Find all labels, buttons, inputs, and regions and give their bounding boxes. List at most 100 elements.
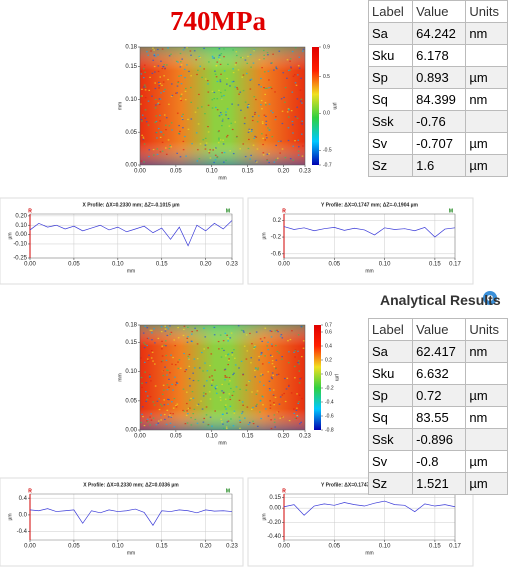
- surface-speckle: [239, 148, 242, 150]
- surface-speckle: [143, 84, 146, 86]
- surface-speckle: [290, 110, 293, 112]
- surface-speckle: [275, 66, 277, 68]
- surface-speckle: [255, 405, 258, 407]
- surface-speckle: [240, 109, 242, 111]
- profile-line: [283, 500, 456, 516]
- surface-speckle: [177, 361, 179, 363]
- surface-speckle: [205, 142, 208, 144]
- surface-speckle: [280, 98, 283, 100]
- surface-speckle: [211, 90, 214, 92]
- surface-speckle: [174, 384, 177, 386]
- surface-speckle: [227, 420, 230, 422]
- surface-speckle: [209, 149, 211, 151]
- surface-speckle: [182, 409, 184, 412]
- surface-speckle: [261, 122, 264, 125]
- surface-speckle: [240, 56, 242, 59]
- surface-speckle: [250, 362, 252, 364]
- surface-speckle: [214, 106, 217, 109]
- surface-speckle: [229, 398, 232, 401]
- surface-speckle: [287, 139, 290, 142]
- surface-speckle: [150, 419, 153, 421]
- surface-speckle: [249, 332, 251, 335]
- surface-speckle: [190, 340, 193, 342]
- surface-speckle: [152, 59, 155, 61]
- x-tick-label: 0.10: [112, 544, 124, 550]
- surface-speckle: [154, 363, 156, 365]
- surface-speckle: [289, 158, 292, 160]
- surface-speckle: [218, 137, 220, 139]
- surface-speckle: [154, 98, 157, 101]
- surface-speckle: [223, 151, 226, 154]
- surface-speckle: [271, 355, 274, 357]
- surface-speckle: [204, 362, 206, 364]
- label-cell: Sa: [367, 22, 414, 45]
- surface-speckle: [150, 413, 152, 415]
- surface-speckle: [175, 406, 178, 408]
- surface-speckle: [200, 400, 202, 402]
- surface-speckle: [214, 70, 216, 72]
- surface-speckle: [158, 81, 160, 84]
- surface-speckle: [234, 121, 236, 123]
- surface-speckle: [161, 360, 164, 362]
- y-tick-label: 0.15: [125, 340, 137, 346]
- surface-speckle: [177, 61, 179, 63]
- surface-speckle: [271, 62, 273, 64]
- table-row: Sp 0.893 µm: [367, 66, 508, 89]
- surface-speckle: [167, 78, 169, 81]
- surface-speckle: [281, 394, 284, 396]
- surface-speckle: [177, 81, 179, 84]
- surface-speckle: [208, 391, 211, 393]
- surface-speckle: [164, 68, 166, 70]
- surface-speckle: [240, 329, 243, 331]
- surface-speckle: [274, 396, 277, 398]
- surface-speckle: [143, 143, 146, 145]
- surface-speckle: [270, 62, 272, 64]
- surface-speckle: [263, 337, 266, 339]
- surface-speckle: [172, 356, 174, 359]
- surface-speckle: [195, 132, 198, 134]
- x-tick-label: 0.00: [278, 262, 290, 268]
- surface-speckle: [179, 66, 182, 68]
- surface-speckle: [288, 385, 290, 387]
- surface-speckle: [259, 400, 262, 402]
- surface-speckle: [273, 414, 276, 416]
- colorbar-tick-label: 0.0: [323, 111, 330, 117]
- x-tick-label: 0.00: [278, 544, 290, 550]
- panel-frame: [0, 197, 244, 285]
- surface-speckle: [173, 397, 176, 400]
- colorbar-tick-label: -0.4: [325, 399, 334, 405]
- surface-speckle: [218, 54, 221, 56]
- surface-speckle: [264, 104, 267, 106]
- surface-speckle: [179, 156, 182, 158]
- y-tick-label: 0.4: [19, 496, 28, 502]
- surface-speckle: [253, 113, 256, 115]
- surface-speckle: [161, 67, 164, 70]
- surface-speckle: [290, 392, 293, 394]
- surface-speckle: [204, 113, 206, 115]
- surface-speckle: [188, 353, 191, 356]
- surface-speckle: [160, 414, 162, 416]
- surface-speckle: [277, 373, 280, 375]
- surface-speckle: [204, 144, 207, 146]
- surface-speckle: [178, 124, 180, 127]
- surface-speckle: [204, 148, 207, 150]
- annotation: R: [28, 208, 32, 214]
- surface-speckle: [164, 147, 167, 149]
- surface-speckle: [219, 334, 222, 336]
- surface-speckle: [202, 421, 205, 423]
- surface-speckle: [226, 134, 229, 137]
- surface-speckle: [229, 150, 231, 152]
- surface-speckle: [181, 115, 183, 117]
- surface-speckle: [261, 133, 263, 135]
- x-tick-label: 0.05: [68, 544, 80, 550]
- surface-speckle: [228, 376, 231, 379]
- surface-speckle: [289, 58, 292, 60]
- y-tick-label: 0.0: [19, 512, 28, 518]
- surface-shade: [140, 47, 305, 165]
- surface-speckle: [242, 404, 244, 406]
- surface-speckle: [152, 148, 155, 151]
- surface-speckle: [187, 128, 190, 130]
- surface-speckle: [168, 386, 170, 388]
- unit-cell: [465, 110, 508, 133]
